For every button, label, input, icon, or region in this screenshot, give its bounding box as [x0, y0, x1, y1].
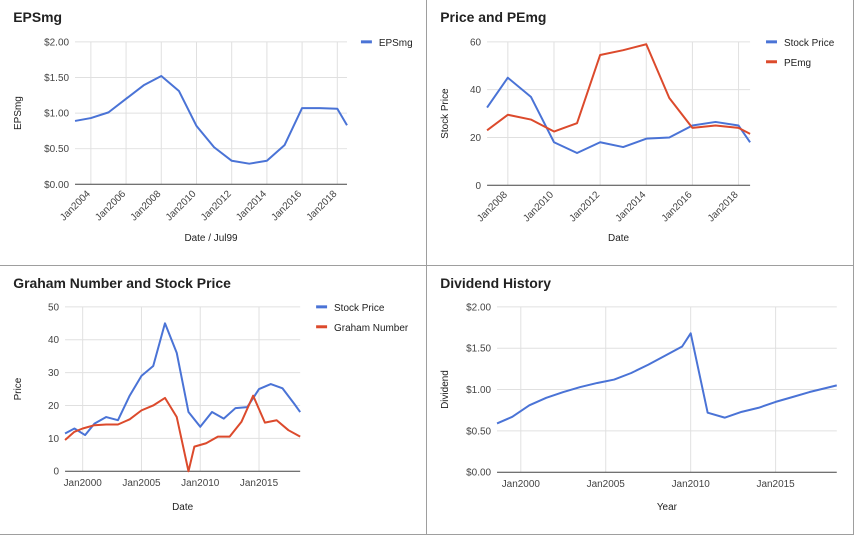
x-tick-label: Jan2000	[502, 479, 541, 490]
y-tick-label: $2.00	[44, 37, 69, 48]
legend-label: Stock Price	[784, 38, 835, 49]
series-line-graham-number	[64, 394, 301, 473]
x-axis-label: Year	[657, 502, 678, 513]
y-axis-label: Price	[13, 377, 24, 400]
x-tick-label: Jan2015	[757, 479, 796, 490]
y-tick-label: 0	[54, 467, 60, 478]
y-tick-label: 50	[48, 302, 60, 313]
x-tick-label: Jan2010	[181, 478, 220, 489]
y-tick-label: $0.00	[466, 468, 491, 479]
y-tick-label: $1.00	[44, 109, 69, 120]
y-axis-label: EPSmg	[13, 96, 24, 130]
y-axis-label: Dividend	[440, 370, 451, 409]
y-tick-label: 0	[476, 181, 482, 192]
x-tick-label: Jan2008	[129, 188, 164, 223]
x-tick-label: Jan2010	[164, 188, 199, 223]
y-tick-label: 40	[470, 85, 482, 96]
series-line-dividend	[496, 332, 838, 425]
x-tick-label: Jan2010	[521, 189, 556, 224]
x-tick-label: Jan2012	[567, 189, 602, 224]
x-tick-label: Jan2010	[672, 479, 711, 490]
x-tick-label: Jan2012	[199, 188, 234, 223]
y-tick-label: 60	[470, 37, 482, 48]
chart-title: Dividend History	[440, 275, 551, 291]
x-tick-label: Jan2006	[93, 188, 128, 223]
y-tick-label: $0.50	[44, 144, 69, 155]
y-tick-label: $0.50	[466, 426, 491, 437]
x-tick-label: Jan2015	[240, 478, 279, 489]
x-tick-label: Jan2000	[64, 478, 103, 489]
legend-label: Stock Price	[334, 303, 385, 314]
x-axis-label: Date	[172, 502, 193, 513]
series-line-stock-price	[486, 76, 751, 155]
y-tick-label: 20	[470, 133, 482, 144]
chart-panel-price-pemg: Price and PEmg 0 20 40 60 Jan2008 Jan2010 Jan20…	[427, 0, 854, 266]
legend-label: Graham Number	[334, 323, 409, 334]
y-tick-label: $1.50	[466, 344, 491, 355]
chart-title: Graham Number and Stock Price	[13, 275, 231, 291]
x-tick-label: Jan2014	[234, 188, 269, 223]
x-tick-label: Jan2005	[122, 478, 161, 489]
legend-label: EPSmg	[379, 38, 413, 49]
chart-price-and-pemg: Price and PEmg 0 20 40 60 Jan2008 Jan2010 Jan20…	[440, 9, 835, 244]
x-tick-label: Jan2016	[660, 189, 695, 224]
y-tick-label: $1.00	[466, 385, 491, 396]
y-tick-label: 20	[48, 401, 60, 412]
chart-panel-graham: Graham Number and Stock Price 0 10 20 30 40 50…	[0, 266, 427, 535]
chart-graham-number-and-stock-price: Graham Number and Stock Price 0 10 20 30 40 50…	[13, 275, 409, 513]
y-tick-label: $2.00	[466, 302, 491, 313]
x-tick-label: Jan2005	[587, 479, 626, 490]
chart-title: Price and PEmg	[440, 9, 546, 25]
series-line-stock-price	[64, 322, 301, 437]
y-tick-label: $1.50	[44, 73, 69, 84]
x-tick-label: Jan2014	[614, 189, 649, 224]
y-tick-label: 30	[48, 368, 60, 379]
x-axis-label: Date	[608, 233, 629, 244]
chart-title: EPSmg	[13, 9, 62, 25]
chart-panel-dividend: Dividend History $0.00 $0.50 $1.00 $1.50 $2.0…	[427, 266, 854, 535]
series-line-pemg	[486, 43, 751, 135]
x-axis-label: Date / Jul99	[184, 233, 238, 244]
y-axis-label: Stock Price	[440, 88, 451, 139]
x-tick-label: Jan2004	[58, 188, 93, 223]
y-tick-label: $0.00	[44, 180, 69, 191]
x-tick-label: Jan2016	[269, 188, 304, 223]
series-line-epsmg	[74, 75, 348, 165]
y-tick-label: 10	[48, 434, 60, 445]
chart-dividend-history: Dividend History $0.00 $0.50 $1.00 $1.50 $2.0…	[440, 275, 838, 513]
chart-panel-epsmg: EPSmg $0.00 $0.50 $1.00 $1.50 $2.00 Jan2004 Jan…	[0, 0, 427, 266]
y-tick-label: 40	[48, 335, 60, 346]
x-tick-label: Jan2008	[475, 189, 510, 224]
x-tick-label: Jan2018	[305, 188, 340, 223]
x-tick-label: Jan2018	[706, 189, 741, 224]
legend-label: PEmg	[784, 58, 811, 69]
